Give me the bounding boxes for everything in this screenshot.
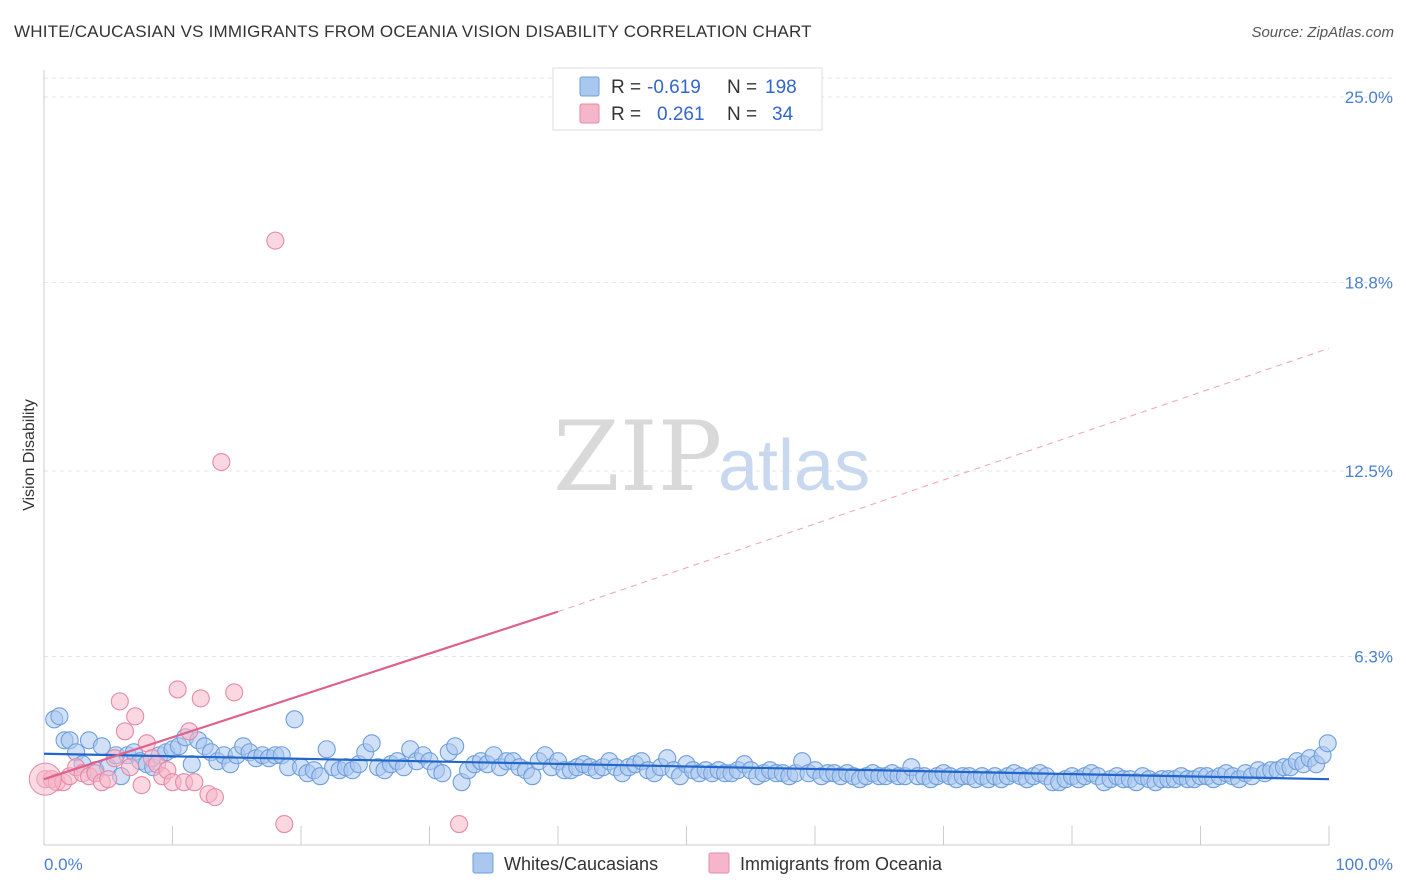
y-tick-label: 25.0%	[1345, 88, 1393, 107]
point-oceania	[99, 770, 118, 789]
point-whites	[433, 764, 452, 783]
trend-layer	[43, 347, 1330, 781]
point-oceania	[185, 773, 204, 792]
point-oceania	[225, 683, 244, 702]
trend-line-oceania	[43, 610, 559, 781]
point-oceania	[212, 452, 231, 472]
legend-swatch-oceania	[579, 103, 600, 124]
point-whites	[50, 707, 69, 726]
point-whites	[523, 767, 542, 786]
point-oceania	[115, 722, 135, 741]
point-whites	[362, 734, 381, 753]
point-oceania	[266, 231, 285, 250]
point-oceania	[126, 707, 145, 726]
y-axis-label: Vision Disability	[21, 399, 38, 511]
legend-n-label-1: N =	[727, 77, 757, 98]
x-tick-label-max: 100.0%	[1335, 855, 1393, 874]
legend-r-value-1: -0.619	[647, 77, 701, 98]
point-oceania	[275, 815, 294, 834]
watermark-atlas: atlas	[718, 426, 870, 506]
series-legend-swatch-oceania	[708, 852, 730, 874]
legend-r-label-2: R =	[611, 104, 641, 125]
point-oceania	[168, 680, 187, 699]
chart-title: WHITE/CAUCASIAN VS IMMIGRANTS FROM OCEAN…	[14, 22, 812, 41]
legend-n-value-2: 34	[772, 104, 794, 125]
point-oceania	[191, 689, 210, 708]
legend-r-label-1: R =	[611, 77, 641, 98]
point-whites	[317, 740, 336, 759]
y-tick-label: 18.8%	[1345, 274, 1393, 293]
point-whites	[285, 710, 304, 729]
legend-r-value-2: 0.261	[657, 104, 705, 125]
series-legend-label-whites: Whites/Caucasians	[504, 854, 658, 874]
stats-legend: R = -0.619 N = 198 R = 0.261 N = 34	[552, 67, 823, 131]
point-oceania	[132, 776, 151, 795]
point-oceania	[205, 788, 224, 807]
grid-layer	[44, 77, 1393, 658]
watermark-zip: ZIP	[553, 401, 722, 513]
series-legend-swatch-whites	[472, 852, 494, 874]
chart-source: Source: ZipAtlas.com	[1251, 24, 1394, 41]
trend-line-oceania-extension	[557, 347, 1330, 613]
point-oceania	[110, 692, 129, 711]
x-tick-label-min: 0.0%	[44, 855, 83, 874]
series-legend: Whites/Caucasians Immigrants from Oceani…	[472, 852, 943, 874]
point-whites	[1318, 734, 1337, 753]
series-legend-label-oceania: Immigrants from Oceania	[740, 854, 943, 874]
point-whites	[446, 737, 465, 756]
y-tick-label: 6.3%	[1354, 648, 1393, 667]
point-oceania	[450, 815, 469, 834]
trend-line-whites	[43, 752, 1330, 781]
watermark: ZIP atlas	[553, 401, 870, 513]
point-whites	[311, 767, 330, 786]
axis-layer: 6.3% 12.5% 18.8% 25.0% 0.0% 100.0%	[43, 70, 1393, 874]
points-layer	[28, 231, 1337, 834]
legend-swatch-whites	[579, 76, 600, 97]
legend-n-label-2: N =	[727, 104, 757, 125]
point-oceania	[121, 758, 140, 777]
y-tick-label: 12.5%	[1345, 462, 1393, 481]
legend-n-value-1: 198	[765, 77, 797, 98]
point-whites	[182, 755, 201, 774]
